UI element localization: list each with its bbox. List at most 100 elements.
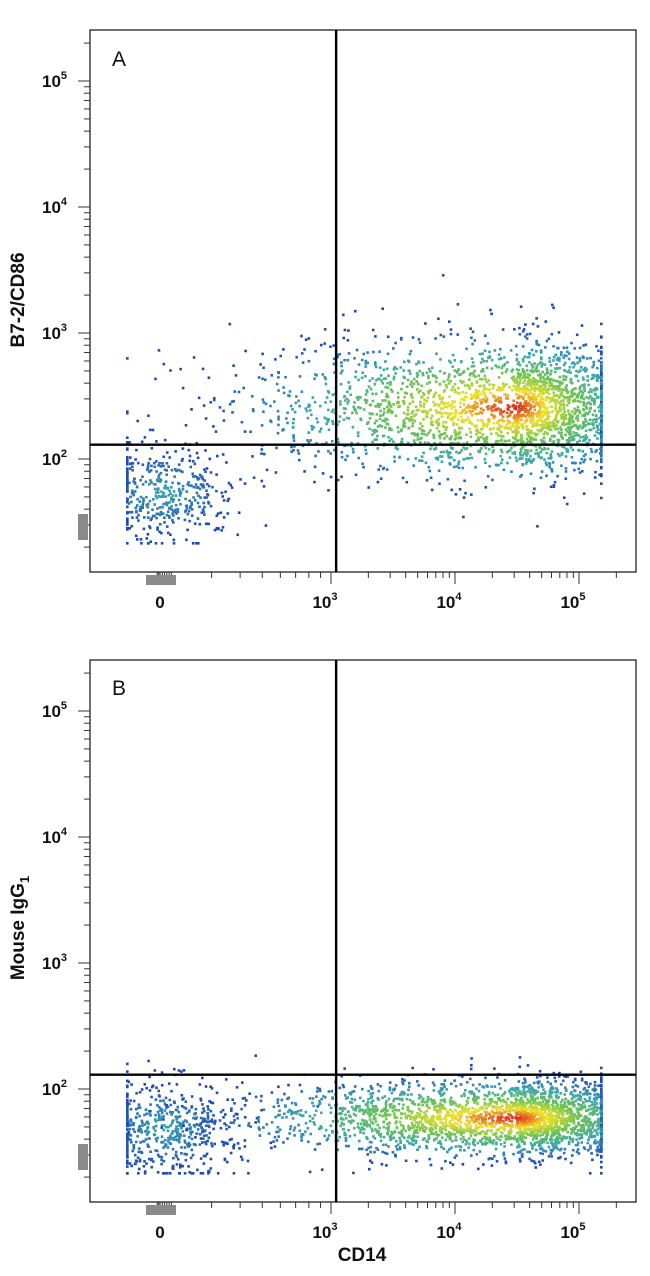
panel-b-event-dot (159, 1118, 162, 1121)
panel-a-event-dot (497, 386, 501, 389)
panel-a-event-dot (600, 387, 603, 390)
panel-b-event-dot (577, 1094, 580, 1097)
panel-a-event-dot (575, 426, 579, 430)
panel-a-event-dot (177, 482, 181, 485)
panel-b-event-dot (203, 1140, 207, 1144)
panel-b-event-dot (582, 1127, 586, 1130)
panel-b-event-dot (526, 1150, 529, 1153)
panel-b-event-dot (137, 1147, 141, 1150)
panel-a-event-dot (155, 512, 158, 516)
panel-a-event-dot (578, 387, 581, 390)
panel-a-event-dot (260, 448, 264, 451)
panel-a-event-dot (237, 390, 241, 394)
panel-a-events (126, 274, 603, 545)
panel-a-event-dot (536, 412, 539, 416)
panel-a-event-dot (403, 360, 406, 364)
panel-a-event-dot (343, 358, 346, 362)
panel-a-event-dot (534, 422, 538, 425)
panel-a-event-dot (435, 376, 438, 380)
panel-a-event-dot (354, 375, 357, 379)
panel-a-event-dot (411, 424, 414, 428)
panel-a-event-dot (392, 368, 396, 371)
panel-a-event-dot (540, 357, 543, 361)
panel-b-event-dot (283, 1112, 286, 1116)
panel-a-event-dot (139, 509, 142, 512)
panel-a-event-dot (503, 356, 506, 359)
panel-a-event-dot (595, 420, 598, 424)
panel-a-event-dot (439, 441, 442, 445)
panel-a-event-dot (371, 328, 375, 332)
panel-a-event-dot (329, 400, 332, 403)
panel-a-event-dot (537, 343, 541, 347)
panel-b-event-dot (178, 1115, 182, 1118)
panel-a-event-dot (229, 483, 233, 487)
panel-a-event-dot (500, 418, 504, 422)
panel-a-event-dot (548, 360, 551, 363)
panel-a-event-dot (491, 478, 494, 482)
panel-b-event-dot (130, 1141, 133, 1144)
panel-b-event-dot (399, 1139, 402, 1143)
panel-a-event-dot (457, 373, 461, 377)
panel-b-event-dot (458, 1124, 462, 1128)
panel-b-event-dot (141, 1124, 144, 1127)
panel-b-event-dot (230, 1107, 233, 1110)
panel-a-event-dot (506, 419, 510, 422)
panel-a-event-dot (491, 394, 495, 397)
panel-a-event-dot (197, 494, 200, 498)
panel-b-event-dot (530, 1086, 534, 1089)
panel-b-event-dot (567, 1124, 571, 1127)
panel-a-event-dot (518, 326, 521, 330)
panel-b-event-dot (411, 1137, 415, 1140)
panel-a-event-dot (473, 395, 477, 398)
panel-b-event-dot (495, 1128, 499, 1132)
panel-b-event-dot (180, 1126, 183, 1130)
panel-a-event-dot (323, 342, 326, 345)
panel-a-event-dot (581, 383, 584, 387)
panel-b-event-dot (352, 1090, 356, 1093)
panel-b-event-dot (465, 1140, 469, 1144)
panel-a-event-dot (464, 447, 467, 451)
panel-b-event-dot (148, 1089, 152, 1092)
panel-a-event-dot (141, 475, 144, 479)
panel-a-event-dot (465, 447, 469, 450)
panel-b-event-dot (167, 1125, 170, 1129)
panel-b-event-dot (549, 1087, 553, 1090)
panel-a-event-dot (146, 511, 150, 514)
panel-b-event-dot (137, 1103, 141, 1106)
panel-a-event-dot (533, 392, 536, 396)
panel-a-event-dot (557, 431, 561, 434)
panel-b-event-dot (368, 1114, 371, 1118)
panel-b-event-dot (502, 1151, 506, 1155)
panel-a-event-dot (355, 396, 359, 399)
panel-a-event-dot (462, 397, 465, 401)
panel-b-event-dot (129, 1118, 133, 1121)
panel-a-event-dot (160, 512, 163, 516)
panel-b-event-dot (596, 1128, 600, 1131)
panel-a-event-dot (530, 369, 533, 372)
panel-b-event-dot (126, 1152, 129, 1156)
panel-a-event-dot (475, 402, 479, 405)
panel-a-event-dot (126, 485, 129, 488)
panel-a-event-dot (525, 454, 528, 457)
panel-a-event-dot (237, 511, 241, 514)
panel-a-event-dot (440, 400, 443, 404)
panel-a-event-dot (497, 407, 500, 410)
panel-b-event-dot (257, 1126, 261, 1129)
panel-a-event-dot (532, 376, 535, 380)
panel-a-event-dot (375, 429, 379, 433)
panel-b-event-dot (493, 1154, 496, 1158)
panel-a-event-dot (332, 357, 336, 361)
panel-b-event-dot (508, 1119, 511, 1122)
panel-a-event-dot (133, 490, 137, 493)
panel-a-event-dot (208, 457, 212, 461)
panel-a-event-dot (226, 499, 230, 503)
panel-a-event-dot (314, 454, 317, 458)
panel-a-event-dot (417, 360, 420, 363)
panel-a-event-dot (170, 468, 174, 472)
panel-a-event-dot (389, 388, 393, 391)
panel-a-event-dot (171, 500, 175, 503)
panel-a-event-dot (517, 405, 521, 409)
panel-a-event-dot (543, 378, 546, 381)
panel-a-event-dot (440, 415, 444, 418)
panel-a-event-dot (524, 323, 527, 326)
